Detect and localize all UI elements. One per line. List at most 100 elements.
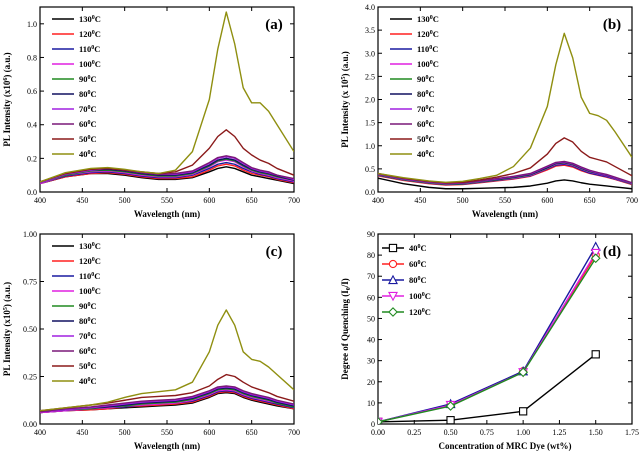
legend: 1300C 1200C 1100C 1000C 900C 800C 700C 600C 500C…	[52, 241, 101, 386]
legend-label: 900C	[79, 301, 97, 311]
panel-letter: (a)	[265, 17, 283, 33]
panel-d: 0.00 0.25 0.50 0.75 1.00 1.25 1.50 1.75 0 10 20 30 4…	[340, 230, 639, 451]
x-tick-label: 0.50	[444, 428, 458, 437]
plot-frame	[377, 233, 633, 425]
series-line-40-C	[40, 11, 294, 183]
data-point-40-C	[591, 350, 600, 359]
x-tick-label: 400	[372, 196, 384, 205]
legend-label: 900C	[79, 74, 97, 84]
series-line-80-C	[378, 246, 597, 423]
x-tick-label: 550	[499, 196, 511, 205]
legend-label: 700C	[79, 104, 97, 114]
y-tick-label: 0.50	[23, 325, 37, 334]
legend-marker	[388, 259, 398, 269]
data-point-120-C	[518, 367, 529, 378]
legend-label: 500C	[79, 361, 97, 371]
legend-label: 1000C	[79, 59, 101, 69]
y-tick-label: 0.75	[23, 278, 37, 287]
y-tick-label: 40	[367, 336, 375, 345]
y-axis-label: PL Intensity (x106) (a.u.)	[2, 52, 12, 146]
series-line-130-C	[378, 177, 632, 190]
data-point-100-C	[590, 248, 601, 259]
legend-label: 400C	[417, 149, 435, 159]
x-tick-label: 500	[119, 196, 131, 205]
x-tick-label: 400	[34, 196, 46, 205]
x-tick-label: 450	[76, 196, 88, 205]
plot-area	[378, 32, 632, 190]
y-tick-label: 0.6	[27, 87, 37, 96]
data-point-120-C	[378, 417, 383, 424]
y-tick-label: 20	[367, 378, 375, 387]
x-tick-label: 650	[246, 428, 258, 437]
legend-label: 400C	[409, 243, 427, 253]
legend-label: 400C	[79, 149, 97, 159]
legend-label: 1100C	[417, 44, 438, 54]
x-tick-label: 650	[246, 196, 258, 205]
legend-label: 1300C	[79, 14, 101, 24]
y-tick-label: 2.5	[365, 72, 375, 81]
y-tick-label: 80	[367, 251, 375, 260]
y-tick-label: 0.4	[27, 121, 37, 130]
legend-label: 1000C	[409, 291, 431, 301]
series-line-70-C	[40, 386, 294, 413]
y-axis-label: Degree of Quenching (I0/I)	[340, 278, 352, 380]
data-point-40-C	[518, 407, 528, 416]
panel-a: 400 450 500 550 600 650 700 0.0 0.2 0.4 0.6 0.8 1.0 W…	[2, 6, 300, 219]
panel-b: 400 450 500 550 600 650 700 0.0 0.5 1.0 1.5 2.0 2.5 3…	[340, 3, 638, 219]
data-point-40-C	[446, 416, 455, 424]
legend-label: 600C	[409, 259, 427, 269]
legend-label: 900C	[417, 74, 435, 84]
x-tick-label: 600	[541, 196, 553, 205]
plot-area	[40, 309, 294, 414]
series-line-40-C	[378, 353, 597, 423]
legend: 1300C 1200C 1100C 1000C 900C 800C 700C 600C 500C…	[52, 14, 101, 159]
x-tick-label: 0.25	[407, 428, 421, 437]
x-axis-label: Concentration of MRC Dye (wt%)	[439, 441, 572, 451]
y-tick-label: 1.0	[365, 142, 375, 151]
x-axis-label: Wavelength (nm)	[134, 209, 200, 219]
x-tick-label: 400	[34, 428, 46, 437]
y-tick-label: 90	[367, 230, 375, 239]
x-tick-label: 550	[161, 428, 173, 437]
x-tick-label: 700	[288, 196, 300, 205]
legend-label: 500C	[79, 134, 97, 144]
series-line-120-C	[40, 391, 294, 414]
legend-label: 1200C	[417, 29, 439, 39]
series-line-90-C	[40, 158, 294, 184]
legend-label: 800C	[409, 275, 427, 285]
legend-marker	[388, 307, 398, 317]
x-tick-label: 500	[119, 428, 131, 437]
panel-letter: (c)	[266, 244, 283, 260]
series-line-110-C	[40, 161, 294, 185]
legend-label: 800C	[79, 316, 97, 326]
legend-label: 1000C	[417, 59, 439, 69]
legend-label: 1200C	[79, 256, 101, 266]
x-tick-label: 600	[203, 428, 215, 437]
x-tick-label: 500	[457, 196, 469, 205]
y-tick-label: 50	[367, 314, 375, 323]
y-tick-label: 0.25	[23, 373, 37, 382]
data-point-120-C	[590, 253, 601, 264]
y-tick-label: 1.5	[365, 119, 375, 128]
series-line-120-C	[40, 163, 294, 185]
legend-label: 800C	[417, 89, 435, 99]
y-tick-label: 1.00	[23, 230, 37, 239]
legend: 1300C 1200C 1100C 1000C 900C 800C 700C 600C 500C…	[390, 14, 439, 159]
legend-label: 1100C	[79, 271, 100, 281]
y-axis-label: PL Intensity (x105) (a.u.)	[2, 282, 12, 376]
plot-area	[378, 241, 601, 424]
y-tick-label: 0.0	[27, 188, 37, 197]
x-tick-label: 550	[161, 196, 173, 205]
y-tick-label: 2.0	[365, 96, 375, 105]
series-line-100-C	[40, 159, 294, 185]
y-tick-label: 3.5	[365, 26, 375, 35]
series-line-130-C	[40, 166, 294, 185]
legend-marker	[388, 243, 398, 253]
series-line-40-C	[40, 309, 294, 412]
x-tick-label: 1.25	[552, 428, 566, 437]
y-tick-label: 0.8	[27, 53, 37, 62]
x-tick-label: 700	[626, 196, 638, 205]
x-tick-label: 1.75	[625, 428, 639, 437]
legend-label: 700C	[417, 104, 435, 114]
legend-label: 1100C	[79, 44, 100, 54]
